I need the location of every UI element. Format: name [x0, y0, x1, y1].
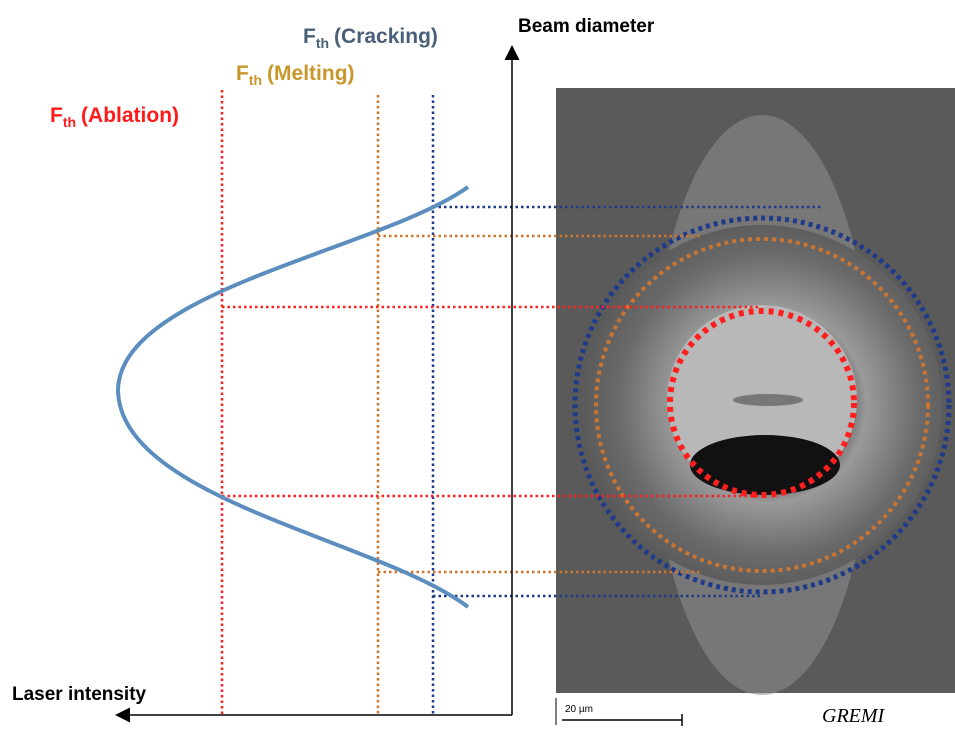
beam-profile: [118, 187, 468, 607]
logo: GREMI: [822, 705, 886, 727]
symbol: F: [236, 62, 249, 85]
label-text: (Ablation): [81, 104, 179, 127]
label-text: (Melting): [267, 62, 354, 85]
subscript: th: [249, 72, 262, 88]
label-text: (Cracking): [334, 25, 438, 48]
scale-bar-label: 20 µm: [565, 704, 593, 715]
sem-image: [556, 88, 955, 695]
y-axis-label: Beam diameter: [518, 16, 655, 37]
symbol: F: [303, 25, 316, 48]
subscript: th: [316, 35, 329, 51]
subscript: th: [63, 114, 76, 130]
melting-label: Fth (Melting): [236, 62, 355, 88]
diagram: 20 µm GREMI Beam diameter Laser intensit…: [0, 0, 955, 731]
cracking-label: Fth (Cracking): [303, 25, 438, 51]
x-axis-label: Laser intensity: [12, 684, 147, 705]
ablation-label: Fth (Ablation): [50, 104, 179, 130]
symbol: F: [50, 104, 63, 127]
